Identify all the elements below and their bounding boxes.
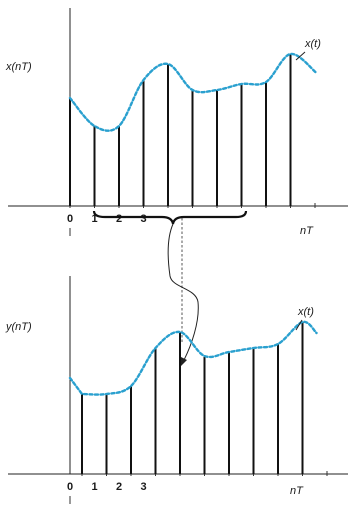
top-tick-label-1: 1 (91, 213, 97, 225)
arrow-head (181, 357, 187, 366)
bottom-tick-label-0: 0 (67, 481, 73, 493)
bottom-plot: y(nT) x(t) nT 0 1 2 3 (5, 276, 348, 504)
top-tick-label-3: 3 (140, 213, 146, 225)
top-tick-marks (69, 203, 316, 236)
top-curve-label-leader (295, 51, 306, 61)
top-tick-labels: 0 1 2 3 (67, 213, 147, 225)
top-sample-lines (69, 54, 292, 206)
top-x-axis-label: nT (300, 225, 314, 237)
top-y-axis-label: x(nT) (5, 61, 32, 73)
bottom-tick-marks (69, 471, 328, 504)
connector (167, 218, 199, 366)
bottom-tick-label-1: 1 (91, 481, 97, 493)
top-continuous-signal-curve (68, 52, 318, 132)
top-tick-label-0: 0 (67, 213, 73, 225)
bottom-x-axis-label: nT (290, 485, 304, 497)
top-tick-label-2: 2 (116, 213, 122, 225)
bottom-curve-label: x(t) (297, 306, 314, 318)
bottom-continuous-signal-curve (68, 320, 318, 396)
bottom-curve-label-leader (295, 319, 303, 331)
bottom-tick-label-3: 3 (140, 481, 146, 493)
bottom-tick-labels: 0 1 2 3 (67, 481, 147, 493)
bottom-tick-label-2: 2 (116, 481, 122, 493)
bottom-sample-lines (81, 322, 304, 474)
mapping-arrow (167, 223, 199, 361)
top-plot: x(nT) x(t) nT 0 1 2 3 (5, 8, 348, 237)
top-curve-label: x(t) (304, 38, 321, 50)
bottom-y-axis-label: y(nT) (5, 321, 32, 333)
